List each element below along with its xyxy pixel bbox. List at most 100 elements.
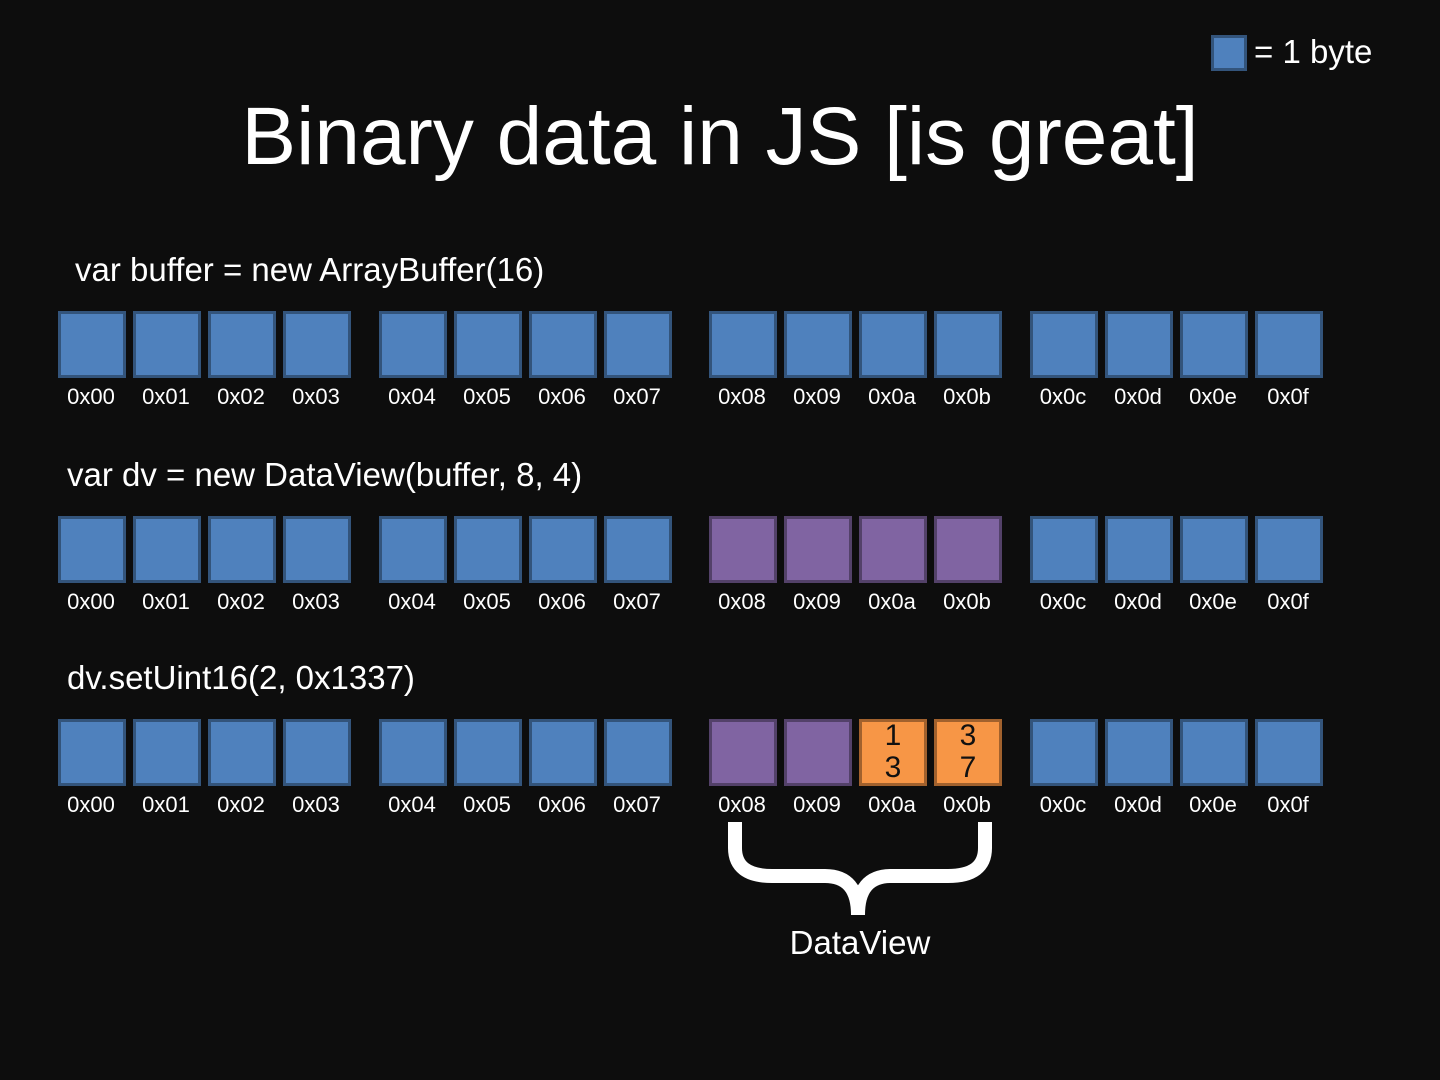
byte-cell <box>1255 311 1323 378</box>
byte-cell <box>1105 719 1173 786</box>
byte-cell <box>283 516 351 583</box>
address-label: 0x0f <box>1267 384 1309 409</box>
byte-cell <box>604 311 672 378</box>
address-label: 0x07 <box>613 589 661 614</box>
address-label: 0x0c <box>1039 589 1087 614</box>
byte-cell <box>529 516 597 583</box>
byte-cell <box>1030 311 1098 378</box>
address-label: 0x03 <box>292 384 340 409</box>
address-label: 0x01 <box>142 589 190 614</box>
address-label: 0x0e <box>1189 384 1237 409</box>
address-label: 0x0e <box>1189 792 1237 817</box>
address-label: 0x0a <box>868 589 916 614</box>
title: Binary data in JS [is great] <box>241 91 1199 182</box>
address-label: 0x08 <box>718 792 766 817</box>
address-label: 0x01 <box>142 384 190 409</box>
address-label: 0x02 <box>217 384 265 409</box>
address-label: 0x09 <box>793 792 841 817</box>
address-label: 0x04 <box>388 384 436 409</box>
address-label: 0x0c <box>1039 792 1087 817</box>
byte-cell <box>1255 516 1323 583</box>
address-label: 0x08 <box>718 589 766 614</box>
byte-cell <box>859 311 927 378</box>
address-label: 0x03 <box>292 589 340 614</box>
address-label: 0x09 <box>793 589 841 614</box>
code-label: dv.setUint16(2, 0x1337) <box>67 659 415 696</box>
address-label: 0x0b <box>943 384 991 409</box>
byte-cell <box>283 719 351 786</box>
byte-cell <box>133 719 201 786</box>
address-label: 0x06 <box>538 384 586 409</box>
byte-cell <box>1105 311 1173 378</box>
byte-cell <box>784 311 852 378</box>
byte-cell <box>784 719 852 786</box>
address-label: 0x02 <box>217 792 265 817</box>
byte-cell <box>709 311 777 378</box>
byte-cell <box>709 516 777 583</box>
address-label: 0x0a <box>868 384 916 409</box>
address-label: 0x0e <box>1189 589 1237 614</box>
address-label: 0x08 <box>718 384 766 409</box>
brace-label: DataView <box>789 924 931 961</box>
address-label: 0x00 <box>67 589 115 614</box>
address-label: 0x0f <box>1267 792 1309 817</box>
address-label: 0x00 <box>67 792 115 817</box>
address-label: 0x05 <box>463 384 511 409</box>
legend-swatch <box>1211 35 1247 71</box>
byte-cell <box>529 311 597 378</box>
address-label: 0x0b <box>943 589 991 614</box>
byte-cell <box>208 719 276 786</box>
byte-cell <box>1030 516 1098 583</box>
address-label: 0x04 <box>388 792 436 817</box>
byte-cell <box>208 311 276 378</box>
byte-cell <box>379 516 447 583</box>
code-label: var buffer = new ArrayBuffer(16) <box>75 251 545 288</box>
byte-cell <box>379 719 447 786</box>
byte-cell <box>934 516 1002 583</box>
byte-cell <box>604 516 672 583</box>
byte-cell <box>454 516 522 583</box>
byte-cell <box>58 719 126 786</box>
byte-cell <box>133 311 201 378</box>
byte-cell <box>934 311 1002 378</box>
byte-cell <box>1030 719 1098 786</box>
byte-cell <box>1180 719 1248 786</box>
byte-cell <box>529 719 597 786</box>
byte-cell <box>604 719 672 786</box>
byte-cell <box>709 719 777 786</box>
address-label: 0x01 <box>142 792 190 817</box>
address-label: 0x07 <box>613 384 661 409</box>
byte-cell <box>1105 516 1173 583</box>
brace <box>728 822 992 916</box>
byte-cell <box>379 311 447 378</box>
byte-cell <box>454 311 522 378</box>
address-label: 0x0d <box>1114 792 1162 817</box>
byte-cell: 37 <box>934 719 1002 786</box>
address-label: 0x0b <box>943 792 991 817</box>
address-label: 0x0d <box>1114 589 1162 614</box>
legend-label: = 1 byte <box>1254 33 1373 70</box>
address-label: 0x07 <box>613 792 661 817</box>
byte-cell <box>283 311 351 378</box>
byte-cell <box>58 311 126 378</box>
address-label: 0x09 <box>793 384 841 409</box>
address-label: 0x0f <box>1267 589 1309 614</box>
address-label: 0x0c <box>1039 384 1087 409</box>
byte-cell <box>58 516 126 583</box>
byte-cell <box>784 516 852 583</box>
address-label: 0x03 <box>292 792 340 817</box>
byte-cell <box>1180 516 1248 583</box>
byte-cell <box>208 516 276 583</box>
address-label: 0x02 <box>217 589 265 614</box>
address-label: 0x0a <box>868 792 916 817</box>
byte-cell <box>133 516 201 583</box>
address-label: 0x04 <box>388 589 436 614</box>
address-label: 0x05 <box>463 589 511 614</box>
address-label: 0x00 <box>67 384 115 409</box>
cell-value: 13 <box>884 719 902 784</box>
byte-cell <box>859 516 927 583</box>
cell-value: 37 <box>959 719 977 784</box>
address-label: 0x06 <box>538 589 586 614</box>
address-label: 0x06 <box>538 792 586 817</box>
